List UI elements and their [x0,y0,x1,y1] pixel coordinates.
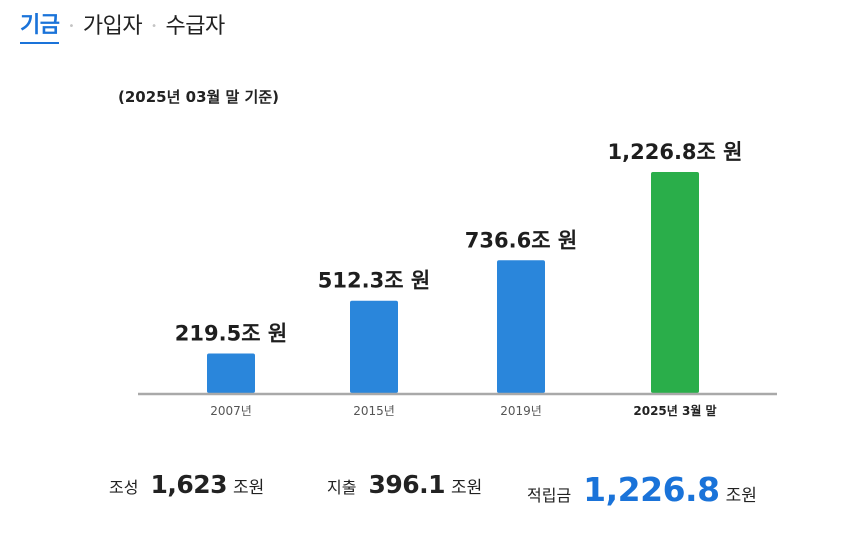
tab-subscribers[interactable]: 가입자 [82,13,143,39]
x-tick-label-3: 2019년 [500,404,542,418]
summary-formed: 조성 1,623 조원 [109,470,264,516]
summary-reserve: 적립금 1,226.8 조원 [527,470,757,516]
bar-value-label-1: 219.5조 원 [175,321,287,345]
summary-spent: 지출 396.1 조원 [327,470,482,516]
tab-beneficiaries[interactable]: 수급자 [165,13,226,39]
summary-spent-unit: 조원 [451,478,483,498]
summary-reserve-unit: 조원 [725,486,757,506]
summary-spent-label: 지출 [327,478,357,497]
x-tick-group: 2007년 2015년 2019년 2025년 3월 말 [210,403,716,418]
bar-value-label-3: 736.6조 원 [465,228,577,252]
bar-group: 219.5조 원 512.3조 원 736.6조 원 1,226.8조 원 [175,140,743,393]
bar-3 [497,260,545,393]
fund-summary: 조성 1,623 조원 지출 396.1 조원 적립금 1,226.8 조원 [0,470,846,516]
bar-2 [350,300,398,393]
bar-1 [207,353,255,393]
x-tick-label-1: 2007년 [210,404,252,418]
summary-spent-value: 396.1 [368,470,446,499]
bar-value-label-2: 512.3조 원 [318,269,430,293]
summary-formed-value: 1,623 [150,470,228,499]
summary-formed-label: 조성 [109,478,139,497]
summary-reserve-value: 1,226.8 [583,470,720,509]
tab-fund[interactable]: 기금 [20,7,60,44]
summary-reserve-label: 적립금 [527,486,572,505]
x-tick-label-4: 2025년 3월 말 [633,403,716,418]
bar-value-label-4: 1,226.8조 원 [608,140,743,164]
tab-separator-dot: • [68,20,74,32]
fund-tabs: 기금 • 가입자 • 수급자 [20,7,226,44]
bar-4 [651,172,699,393]
tab-separator-dot: • [151,20,157,32]
x-tick-label-2: 2015년 [353,404,395,418]
summary-formed-unit: 조원 [233,478,265,498]
chart-basis-date: (2025년 03월 말 기준) [118,88,279,106]
fund-bar-chart: 219.5조 원 512.3조 원 736.6조 원 1,226.8조 원 2007년… [138,140,777,418]
